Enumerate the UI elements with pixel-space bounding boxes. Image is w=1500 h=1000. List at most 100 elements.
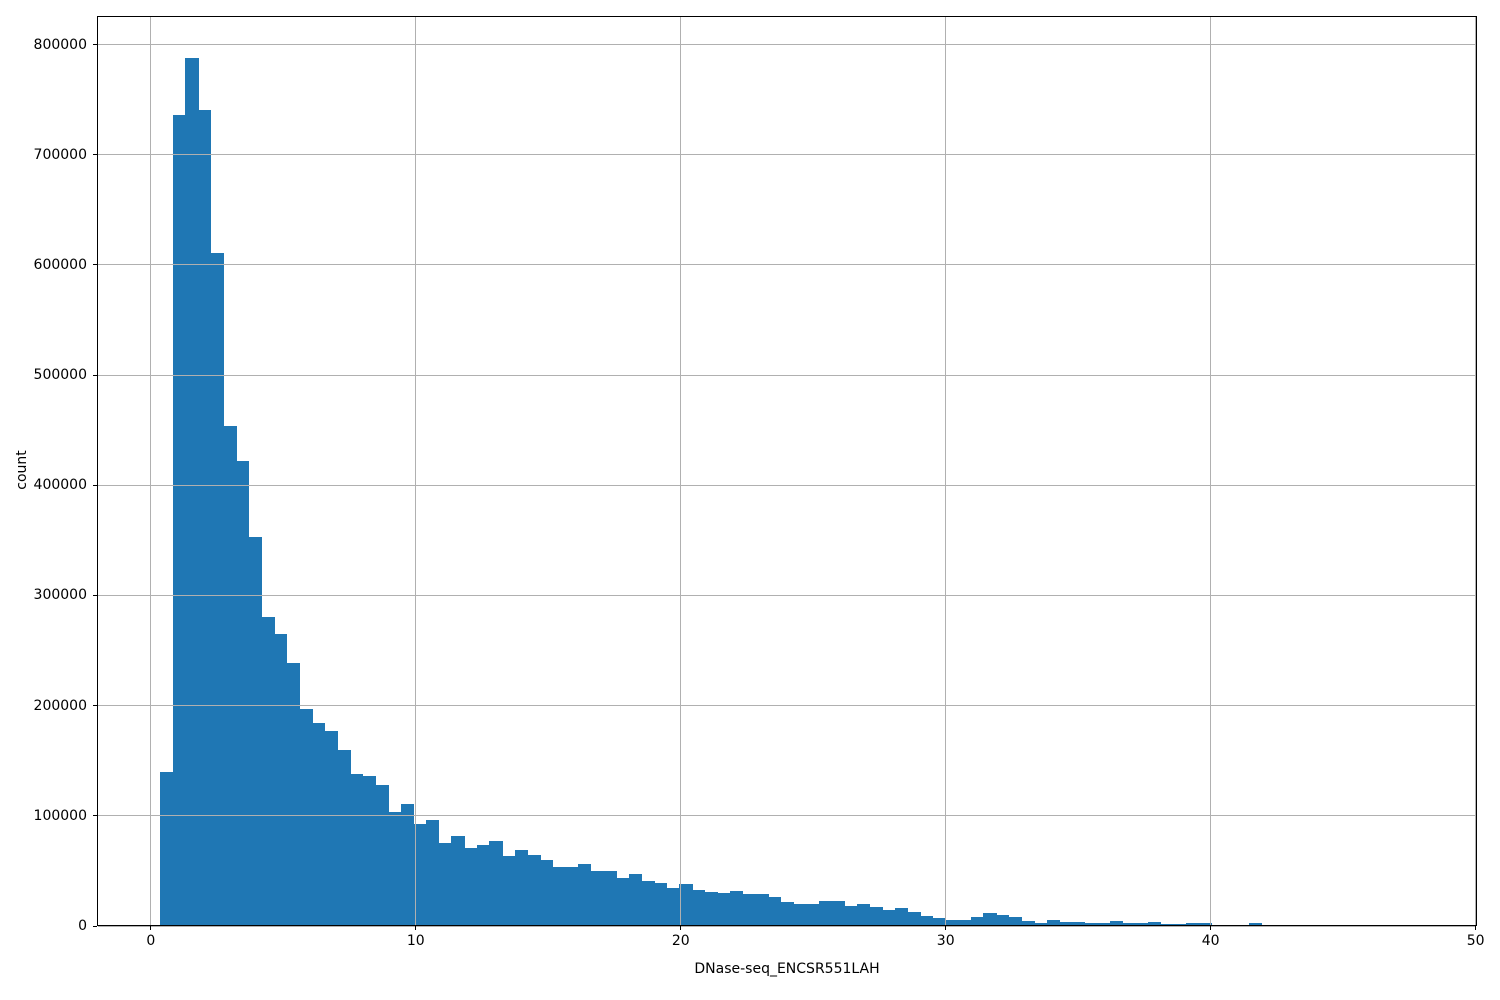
histogram-bar xyxy=(654,883,668,925)
histogram-bar xyxy=(1186,922,1200,925)
histogram-bar xyxy=(894,908,908,925)
x-tick-label: 30 xyxy=(936,933,955,949)
histogram-bar xyxy=(261,616,275,925)
histogram-bar xyxy=(641,880,655,925)
histogram-bar xyxy=(1097,923,1111,925)
y-tick-mark xyxy=(93,154,97,156)
x-tick-label: 0 xyxy=(146,933,156,949)
histogram-bar xyxy=(1249,923,1263,925)
histogram-bar xyxy=(780,901,794,925)
histogram-bar xyxy=(1148,922,1162,925)
y-tick-label: 500000 xyxy=(33,367,87,384)
histogram-bar xyxy=(502,855,516,925)
histogram-bar xyxy=(869,907,883,925)
histogram-bar xyxy=(603,871,617,925)
histogram-bar xyxy=(945,919,959,925)
gridline-vertical xyxy=(150,17,152,925)
histogram-bar xyxy=(907,911,921,925)
histogram-bar xyxy=(932,918,946,925)
histogram-bar xyxy=(527,854,541,925)
histogram-bar xyxy=(920,916,934,925)
x-axis-label: DNase-seq_ENCSR551LAH xyxy=(694,961,880,977)
histogram-bar xyxy=(882,909,896,925)
histogram-bar xyxy=(958,920,972,925)
histogram-bar xyxy=(312,723,326,925)
x-tick-mark xyxy=(1475,926,1477,930)
histogram-bar xyxy=(248,537,262,925)
x-tick-label: 10 xyxy=(406,933,425,949)
histogram-bar xyxy=(236,461,250,925)
y-tick-mark xyxy=(93,594,97,596)
y-axis-label: count xyxy=(14,450,30,490)
histogram-bar xyxy=(616,877,630,925)
gridline-vertical xyxy=(680,17,682,925)
histogram-bar xyxy=(578,864,592,925)
gridline-horizontal xyxy=(98,925,1476,927)
x-tick-mark xyxy=(415,926,417,930)
gridline-horizontal xyxy=(98,264,1476,266)
histogram-bar xyxy=(1173,923,1187,925)
histogram-bar xyxy=(1160,923,1174,925)
histogram-bar xyxy=(1084,923,1098,925)
gridline-horizontal xyxy=(98,484,1476,486)
y-tick-mark xyxy=(93,374,97,376)
histogram-bar xyxy=(1021,921,1035,925)
histogram-bar xyxy=(856,904,870,925)
histogram-bar xyxy=(210,252,224,925)
grid-layer xyxy=(98,17,1477,927)
histogram-bar xyxy=(793,904,807,925)
histogram-bar xyxy=(666,887,680,925)
histogram-bar xyxy=(704,891,718,925)
histogram-bar xyxy=(172,115,186,925)
histogram-bar xyxy=(818,900,832,925)
y-tick-mark xyxy=(93,925,97,927)
histogram-bar xyxy=(1072,921,1086,925)
histogram-bar xyxy=(400,803,414,925)
histogram-bar xyxy=(274,634,288,925)
histogram-bar xyxy=(768,897,782,925)
histogram-bar xyxy=(970,917,984,925)
histogram-bar xyxy=(1135,923,1149,925)
histogram-bar xyxy=(983,913,997,925)
histogram-bar xyxy=(451,835,465,925)
gridline-horizontal xyxy=(98,374,1476,376)
histogram-bar xyxy=(1059,921,1073,925)
x-tick-mark xyxy=(1210,926,1212,930)
gridline-horizontal xyxy=(98,594,1476,596)
y-tick-mark xyxy=(93,44,97,46)
x-tick-label: 40 xyxy=(1201,933,1220,949)
histogram-bar xyxy=(755,894,769,925)
histogram-bar xyxy=(362,776,376,925)
x-tick-mark xyxy=(680,926,682,930)
histogram-bar xyxy=(1122,923,1136,925)
histogram-bar xyxy=(299,709,313,925)
plot-area xyxy=(97,16,1477,927)
histogram-bar xyxy=(223,425,237,925)
y-tick-mark xyxy=(93,815,97,817)
histogram-bar xyxy=(514,850,528,925)
histogram-bar xyxy=(160,771,174,925)
y-tick-label: 400000 xyxy=(33,477,87,494)
y-tick-mark xyxy=(93,705,97,707)
x-tick-label: 20 xyxy=(671,933,690,949)
histogram-bar xyxy=(426,820,440,925)
y-tick-label: 600000 xyxy=(33,256,87,273)
histogram-bar xyxy=(185,57,199,925)
histogram-bar xyxy=(1034,922,1048,925)
histogram-bar xyxy=(844,906,858,925)
gridline-horizontal xyxy=(98,154,1476,156)
gridline-vertical xyxy=(945,17,947,925)
histogram-bar xyxy=(628,874,642,925)
gridline-vertical xyxy=(1210,17,1212,925)
histogram-bar xyxy=(717,893,731,925)
histogram-bar xyxy=(996,915,1010,925)
histogram-bar xyxy=(565,866,579,925)
histogram-bar xyxy=(438,843,452,925)
y-tick-label: 100000 xyxy=(33,807,87,824)
y-tick-label: 200000 xyxy=(33,697,87,714)
histogram-bar xyxy=(806,904,820,925)
gridline-horizontal xyxy=(98,44,1476,46)
histogram-bar xyxy=(476,844,490,925)
y-tick-label: 0 xyxy=(78,918,87,934)
